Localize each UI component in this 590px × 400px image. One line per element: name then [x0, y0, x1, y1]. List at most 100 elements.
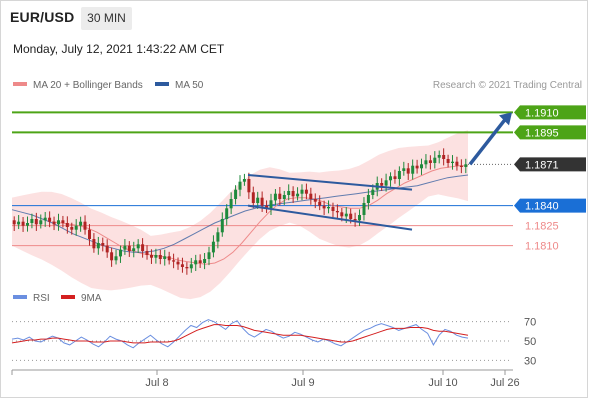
- candle-body: [322, 205, 326, 209]
- candle-body: [30, 219, 34, 223]
- candle-body: [198, 260, 202, 263]
- candle-body: [180, 264, 184, 267]
- rsi-legend-label: RSI: [33, 293, 50, 304]
- rsi-tick-label: 30: [524, 355, 536, 367]
- candle-body: [132, 248, 136, 251]
- candle-body: [189, 264, 193, 269]
- candle-body: [88, 229, 91, 239]
- candle-body: [65, 223, 69, 227]
- candle-body: [300, 189, 304, 194]
- candle-body: [371, 189, 375, 195]
- candle-body: [163, 256, 167, 259]
- candle-body: [61, 220, 65, 223]
- candle-body: [397, 171, 401, 179]
- ma9-legend-label: 9MA: [81, 293, 102, 304]
- candle-body: [451, 161, 454, 163]
- candle-body: [92, 239, 96, 249]
- candle-body: [296, 193, 300, 197]
- ma9-swatch: [61, 295, 75, 300]
- candle-body: [203, 259, 207, 263]
- candle-body: [57, 220, 60, 225]
- candle-body: [366, 195, 370, 203]
- candle-body: [420, 164, 423, 169]
- candle-body: [172, 260, 176, 262]
- legend-ma9: 9MA: [61, 293, 102, 304]
- candle-body: [158, 255, 162, 259]
- legend-ma50: MA 50: [155, 80, 203, 91]
- candle-body: [424, 160, 428, 165]
- candle-body: [234, 189, 238, 199]
- candle-body: [34, 219, 38, 225]
- candle-body: [389, 176, 392, 181]
- rsi-line: [11, 319, 469, 349]
- legend-ma20: MA 20 + Bollinger Bands: [13, 80, 143, 91]
- candle-body: [39, 220, 43, 225]
- candle-body: [242, 179, 246, 182]
- ma50-swatch: [155, 82, 169, 87]
- candle-body: [455, 161, 459, 166]
- candle-body: [358, 215, 361, 221]
- candle-body: [265, 205, 269, 209]
- resistance-label-1: 1.1895: [525, 127, 559, 139]
- candle-body: [313, 199, 317, 202]
- current-price-label-box-2: [514, 157, 586, 172]
- candle-body: [110, 252, 114, 261]
- candle-body: [433, 157, 437, 163]
- candle-body: [278, 193, 282, 199]
- candle-body: [282, 195, 286, 199]
- candle-body: [411, 165, 415, 174]
- candle-body: [185, 267, 189, 269]
- symbol-title: EUR/USD: [10, 9, 75, 25]
- candle-body: [167, 256, 171, 261]
- support-label-4: 1.1825: [525, 221, 559, 233]
- target-arrow-shaft: [468, 117, 508, 166]
- candle-body: [335, 211, 339, 213]
- candle-body: [220, 219, 224, 233]
- x-axis-tick-label: Jul 8: [145, 377, 168, 389]
- candle-body: [393, 176, 397, 179]
- candle-body: [238, 181, 242, 190]
- current-price-label-2: 1.1871: [525, 159, 559, 171]
- candle-body: [194, 260, 198, 265]
- candle-body: [318, 201, 322, 206]
- candle-body: [273, 193, 277, 201]
- timeframe-badge[interactable]: 30 MIN: [81, 7, 132, 30]
- candle-body: [101, 243, 105, 246]
- candle-body: [43, 217, 47, 221]
- bollinger-band: [12, 130, 468, 300]
- timestamp: Monday, July 12, 2021 1:43:22 AM CET: [13, 42, 225, 56]
- candle-body: [380, 183, 384, 186]
- candle-body: [136, 244, 140, 249]
- candle-body: [52, 221, 56, 225]
- candle-body: [17, 221, 21, 225]
- candle-body: [446, 159, 450, 163]
- support-label-5: 1.1810: [525, 241, 559, 253]
- legend-rsi: RSI: [13, 293, 50, 304]
- candle-body: [21, 221, 25, 226]
- candle-body: [12, 220, 16, 225]
- x-axis-tick-label: Jul 10: [428, 377, 457, 389]
- resistance-label-0: 1.1910: [525, 107, 559, 119]
- candle-body: [74, 225, 78, 230]
- resistance-label-box-0: [514, 105, 586, 120]
- ma9-line: [11, 324, 469, 344]
- candle-body: [225, 208, 229, 219]
- candle-body: [327, 207, 330, 209]
- ma20-line: [51, 165, 468, 265]
- target-arrow-head: [499, 112, 512, 126]
- candle-body: [402, 168, 406, 171]
- candle-body: [105, 245, 109, 253]
- candle-body: [79, 221, 83, 226]
- candle-body: [145, 251, 149, 255]
- candle-body: [48, 217, 52, 222]
- candle-body: [309, 193, 313, 199]
- candle-body: [362, 203, 366, 215]
- x-axis-tick-label: Jul 26: [490, 377, 519, 389]
- candle-body: [428, 160, 432, 163]
- candle-body: [154, 255, 158, 258]
- channel-upper-line: [247, 174, 413, 191]
- credit-text: Research © 2021 Trading Central: [432, 80, 582, 91]
- candle-body: [287, 191, 291, 195]
- candle-body: [247, 179, 251, 193]
